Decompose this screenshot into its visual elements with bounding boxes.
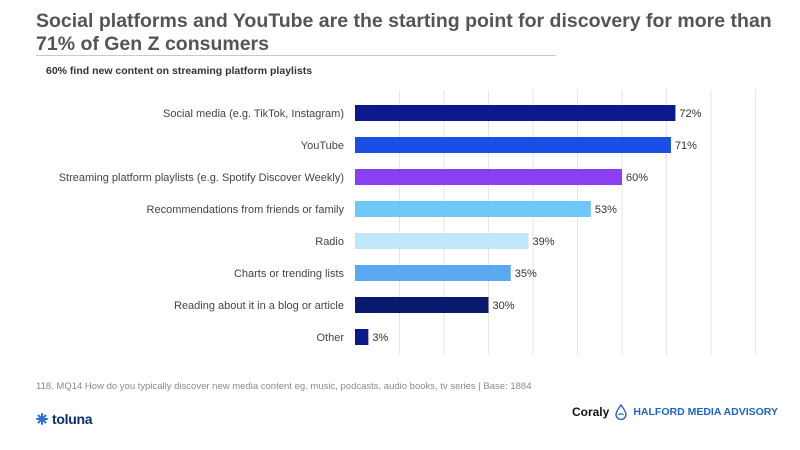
category-label: Streaming platform playlists (e.g. Spoti… (59, 172, 344, 184)
data-label: 71% (675, 140, 697, 152)
halford-drop-icon (615, 404, 628, 420)
partner-logos: Coraly HALFORD MEDIA ADVISORY (572, 404, 778, 420)
data-label: 53% (595, 204, 617, 216)
data-label: 30% (493, 300, 515, 312)
bar-chart: Social media (e.g. TikTok, Instagram) 72%… (59, 90, 756, 355)
toluna-logo: toluna (36, 411, 93, 427)
data-label: 60% (626, 172, 648, 184)
category-label: Social media (e.g. TikTok, Instagram) (163, 108, 344, 120)
category-label: Radio (315, 236, 344, 248)
footnote: 118. MQ14 How do you typically discover … (36, 381, 532, 392)
chart-title: Social platforms and YouTube are the sta… (36, 10, 772, 55)
bar (355, 297, 489, 313)
category-label: YouTube (301, 140, 344, 152)
bar (355, 201, 591, 217)
bar (355, 105, 676, 121)
data-label: 35% (515, 268, 537, 280)
halford-media-advisory-logo: HALFORD MEDIA ADVISORY (633, 406, 778, 418)
chart-subtitle: 60% find new content on streaming platfo… (46, 65, 313, 77)
asterisk-icon (36, 413, 48, 425)
bar (355, 329, 369, 345)
category-label: Other (316, 332, 344, 344)
coraly-logo: Coraly (571, 405, 610, 419)
title-divider (36, 55, 556, 56)
category-label: Charts or trending lists (234, 268, 345, 280)
bar (355, 169, 622, 185)
data-label: 39% (533, 236, 555, 248)
toluna-logo-text: toluna (52, 411, 93, 427)
data-label: 72% (679, 108, 701, 120)
category-label: Reading about it in a blog or article (174, 300, 344, 312)
bar (355, 137, 671, 153)
bar (355, 265, 511, 281)
category-label: Recommendations from friends or family (147, 204, 345, 216)
bar (355, 233, 529, 249)
data-label: 3% (372, 332, 388, 344)
